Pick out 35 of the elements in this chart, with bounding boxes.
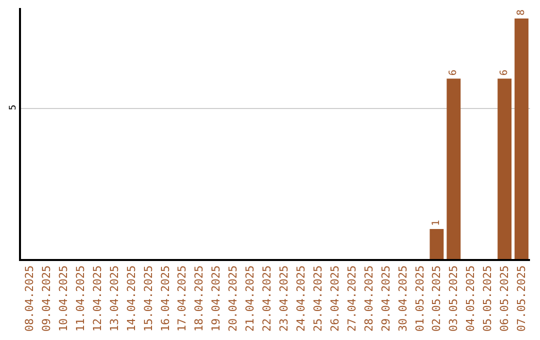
x-tick-label: 22.04.2025 — [260, 265, 274, 332]
x-tick-label: 13.04.2025 — [108, 265, 121, 332]
x-tick-label: 10.04.2025 — [56, 265, 70, 332]
y-tick-label: 5 — [8, 104, 18, 110]
data-label: 6 — [499, 70, 510, 76]
x-tick-label: 08.04.2025 — [23, 265, 36, 332]
data-label: 1 — [431, 220, 442, 226]
data-label: 6 — [448, 70, 460, 76]
x-tick-label: 23.04.2025 — [278, 265, 291, 332]
x-tick-label: 27.04.2025 — [345, 265, 358, 332]
x-tick-label: 01.05.2025 — [413, 265, 426, 332]
x-tick-label: 11.04.2025 — [74, 265, 87, 332]
x-tick-label: 17.04.2025 — [176, 265, 189, 332]
x-tick-label: 15.04.2025 — [142, 265, 155, 332]
x-tick-label: 05.05.2025 — [481, 265, 494, 332]
x-tick-label: 29.04.2025 — [379, 265, 392, 332]
x-tick-label: 18.04.2025 — [192, 265, 206, 332]
x-tick-label: 21.04.2025 — [244, 265, 257, 332]
x-tick-label: 02.05.2025 — [430, 265, 444, 332]
x-tick-label: 25.04.2025 — [311, 265, 324, 332]
x-tick-label: 04.05.2025 — [464, 265, 478, 332]
x-tick-label: 06.05.2025 — [498, 265, 512, 332]
x-tick-label: 12.04.2025 — [90, 265, 104, 332]
x-tick-label: 24.04.2025 — [294, 265, 308, 332]
x-tick-label: 07.05.2025 — [515, 265, 528, 332]
x-tick-label: 03.05.2025 — [447, 265, 460, 332]
x-tick-label: 09.04.2025 — [40, 265, 54, 332]
x-tick-label: 28.04.2025 — [362, 265, 376, 332]
x-tick-label: 16.04.2025 — [158, 265, 172, 332]
x-tick-label: 20.04.2025 — [226, 265, 240, 332]
x-tick-label: 19.04.2025 — [210, 265, 223, 332]
x-tick-label: 30.04.2025 — [396, 265, 410, 332]
x-tick-label: 26.04.2025 — [328, 265, 342, 332]
x-tick-label: 14.04.2025 — [124, 265, 138, 332]
data-label: 8 — [516, 9, 528, 16]
